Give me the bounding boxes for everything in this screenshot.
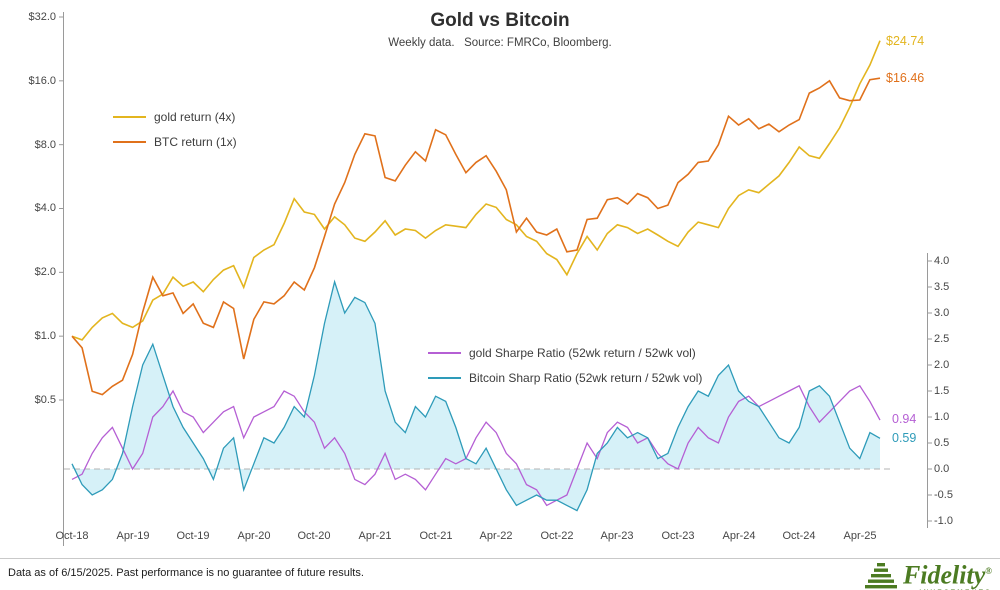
- fidelity-investments-label: INVESTMENTS: [919, 589, 992, 590]
- x-axis-tick-label: Apr-24: [722, 530, 756, 542]
- axis-tick-marks: [59, 16, 932, 522]
- chart-title: Gold vs Bitcoin: [430, 10, 570, 31]
- legend-item: gold Sharpe Ratio (52wk return / 52wk vo…: [428, 340, 702, 365]
- sharpe-legend: gold Sharpe Ratio (52wk return / 52wk vo…: [428, 340, 702, 390]
- left-axis-tick-label: $1.0: [34, 330, 56, 342]
- fidelity-logo-text: Fidelity® INVESTMENTS: [903, 559, 992, 590]
- x-axis-tick-label: Apr-21: [358, 530, 392, 542]
- legend-line-swatch: [113, 115, 146, 118]
- left-axis-tick-label: $32.0: [28, 11, 56, 23]
- left-axis-tick-label: $8.0: [34, 139, 56, 151]
- legend-item: gold return (4x): [113, 104, 237, 129]
- left-axis-tick-label: $0.5: [34, 394, 56, 406]
- right-axis-tick-label: 4.0: [934, 255, 950, 267]
- btc-return-end-label: $16.46: [886, 71, 925, 85]
- legend-line-swatch: [428, 376, 461, 379]
- x-axis-tick-label: Oct-24: [782, 530, 816, 542]
- right-axis-tick-label: 1.5: [934, 385, 950, 397]
- gold-return-end-label: $24.74: [886, 34, 925, 48]
- legend-label: gold Sharpe Ratio (52wk return / 52wk vo…: [469, 345, 696, 360]
- x-axis-tick-label: Oct-21: [419, 530, 453, 542]
- bitcoin-sharpe-area-fill: [72, 281, 880, 511]
- x-axis-tick-label: Apr-22: [479, 530, 513, 542]
- x-axis-tick-label: Apr-20: [237, 530, 271, 542]
- right-axis-tick-label: -1.0: [934, 515, 953, 527]
- x-axis-tick-label: Oct-22: [540, 530, 574, 542]
- right-axis-tick-label: 0.0: [934, 463, 950, 475]
- price-legend: gold return (4x) BTC return (1x): [113, 104, 237, 154]
- x-axis-tick-label: Oct-18: [55, 530, 89, 542]
- right-axis-tick-label: 2.0: [934, 359, 950, 371]
- fidelity-wordmark-text: Fidelity: [902, 560, 986, 590]
- x-axis-tick-label: Oct-23: [661, 530, 695, 542]
- right-axis-tick-label: 3.5: [934, 281, 950, 293]
- footer-disclaimer: Data as of 6/15/2025. Past performance i…: [8, 567, 364, 579]
- x-axis-tick-label: Apr-19: [116, 530, 150, 542]
- legend-label: Bitcoin Sharp Ratio (52wk return / 52wk …: [469, 370, 703, 385]
- x-axis-tick-label: Apr-25: [843, 530, 877, 542]
- gold-return-line: [71, 40, 881, 341]
- legend-line-swatch: [113, 140, 146, 143]
- footer-divider: [0, 558, 1000, 559]
- legend-label: BTC return (1x): [154, 134, 237, 149]
- x-axis-tick-label: Apr-23: [600, 530, 634, 542]
- right-axis-tick-label: 2.5: [934, 333, 950, 345]
- x-axis-tick-label: Oct-19: [176, 530, 210, 542]
- left-axis-tick-label: $16.0: [28, 75, 56, 87]
- btc-sharpe-end-label: 0.59: [892, 431, 917, 445]
- chart-subtitle: Weekly data. Source: FMRCo, Bloomberg.: [388, 37, 612, 49]
- chart-canvas: [59, 12, 932, 546]
- btc-return-line: [71, 77, 881, 396]
- legend-item: Bitcoin Sharp Ratio (52wk return / 52wk …: [428, 365, 702, 390]
- registered-mark: ®: [985, 566, 992, 576]
- left-axis-tick-label: $4.0: [34, 202, 56, 214]
- left-axis-tick-label: $2.0: [34, 266, 56, 278]
- right-axis-tick-label: 0.5: [934, 437, 950, 449]
- legend-line-swatch: [428, 351, 461, 354]
- right-axis-tick-label: 3.0: [934, 307, 950, 319]
- bitcoin-sharpe-line: [71, 279, 881, 512]
- right-axis-tick-label: 1.0: [934, 411, 950, 423]
- x-axis-tick-label: Oct-20: [297, 530, 331, 542]
- legend-label: gold return (4x): [154, 109, 236, 124]
- right-axis-tick-label: -0.5: [934, 489, 953, 501]
- fidelity-wordmark: Fidelity®: [903, 559, 992, 588]
- fidelity-logo: Fidelity® INVESTMENTS: [864, 559, 992, 590]
- fidelity-pyramid-icon: [864, 563, 897, 589]
- legend-item: BTC return (1x): [113, 129, 237, 154]
- gold-sharpe-end-label: 0.94: [892, 412, 917, 426]
